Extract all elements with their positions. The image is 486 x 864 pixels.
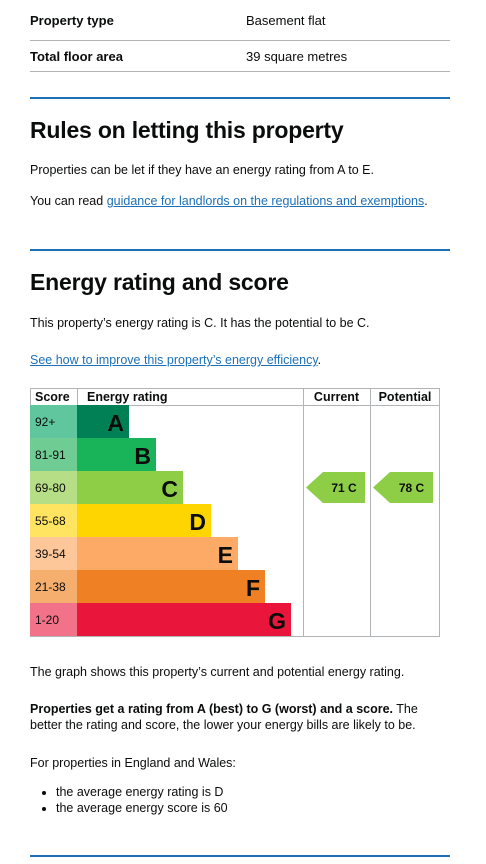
current-arrow (306, 472, 365, 503)
guidance-prefix: You can read (30, 194, 107, 208)
list-item: the average energy score is 60 (56, 800, 476, 816)
rating-explanation: Properties get a rating from A (best) to… (30, 701, 450, 733)
rating-letter: G (268, 608, 286, 634)
header-potential: Potential (379, 390, 432, 404)
rating-letter: E (218, 542, 233, 568)
guidance-suffix: . (424, 194, 428, 208)
current-rating-label: 71 C (331, 481, 357, 495)
improve-suffix: . (317, 353, 322, 367)
improve-efficiency-link[interactable]: See how to improve this property’s energ… (30, 353, 318, 367)
rating-explanation-rest: The better the rating and score, the low… (30, 702, 418, 732)
summary-row-property-type: Property type Basement flat (30, 0, 450, 41)
guidance-paragraph: You can read guidance for landlords on t… (30, 193, 450, 209)
letting-section: Rules on letting this property Propertie… (30, 97, 450, 208)
guidance-link[interactable]: guidance for landlords on the regulation… (106, 194, 425, 208)
rating-bar-a (77, 405, 129, 438)
list-item: the average energy rating is D (56, 784, 476, 800)
summary-value: 39 square metres (246, 48, 348, 64)
energy-heading: Energy rating and score (30, 269, 289, 295)
score-range-label: 39-54 (35, 547, 66, 561)
summary-key: Total floor area (30, 48, 123, 64)
energy-rating-chart: Score Energy rating Current Potential 92+ A 81… (30, 388, 440, 637)
score-range-label: 81-91 (35, 448, 66, 462)
summary-row-floor-area: Total floor area 39 square metres (30, 41, 450, 72)
score-cell (30, 438, 77, 471)
rating-bar-c (77, 471, 183, 504)
score-cell (30, 471, 77, 504)
header-current: Current (314, 390, 360, 404)
rating-bar-d (77, 504, 211, 537)
potential-arrow (373, 472, 433, 503)
section-divider (30, 97, 450, 99)
score-range-label: 21-38 (35, 580, 66, 594)
section-divider (30, 855, 450, 857)
energy-intro: This property’s energy rating is C. It h… (30, 316, 370, 330)
rating-bar-b (77, 438, 156, 471)
score-range-label: 1-20 (35, 613, 59, 627)
summary-key: Property type (30, 12, 114, 28)
score-range-label: 69-80 (35, 481, 66, 495)
rating-bar-f (77, 570, 265, 603)
header-energy-rating: Energy rating (87, 390, 168, 404)
rating-letter: C (161, 476, 178, 502)
rating-letter: A (107, 410, 124, 436)
summary-value: Basement flat (246, 12, 326, 28)
score-cell (30, 570, 77, 603)
score-cell (30, 537, 77, 570)
letting-heading: Rules on letting this property (30, 117, 344, 143)
section-divider (30, 249, 450, 251)
property-summary: Property type Basement flat Total floor … (30, 0, 450, 72)
graph-caption: The graph shows this property’s current … (30, 665, 405, 679)
score-range-label: 92+ (35, 415, 55, 429)
letting-paragraph: Properties can be let if they have an en… (30, 163, 374, 177)
average-intro: For properties in England and Wales: (30, 756, 236, 770)
score-cell (30, 603, 77, 636)
score-range-label: 55-68 (35, 514, 66, 528)
rating-bar-e (77, 537, 238, 570)
improve-paragraph: See how to improve this property’s energ… (30, 352, 450, 368)
rating-bar-g (77, 603, 291, 636)
potential-rating-label: 78 C (399, 481, 425, 495)
score-cell (30, 405, 77, 438)
average-list: the average energy rating is D the avera… (30, 784, 476, 816)
rating-letter: F (246, 575, 260, 601)
rating-explanation-bold: Properties get a rating from A (best) to… (30, 702, 394, 716)
score-cell (30, 504, 77, 537)
energy-section: Energy rating and score This property’s … (30, 249, 450, 367)
rating-letter: D (189, 509, 206, 535)
header-score: Score (35, 390, 70, 404)
rating-letter: B (134, 443, 151, 469)
